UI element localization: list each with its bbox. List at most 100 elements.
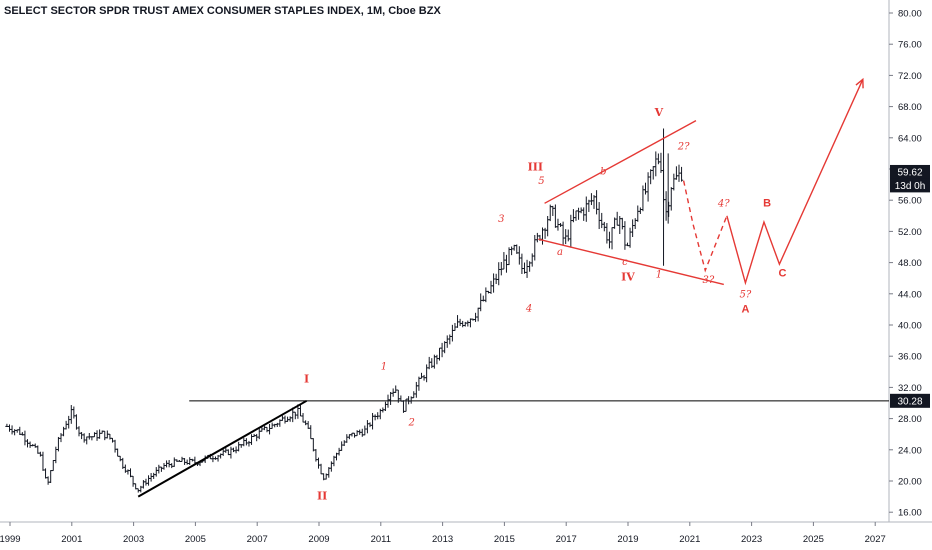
price-bar	[582, 207, 586, 221]
trendline[interactable]	[137, 399, 308, 498]
price-bar	[561, 221, 565, 246]
price-bar	[553, 204, 557, 228]
price-bar	[425, 364, 429, 383]
price-bar	[231, 447, 236, 453]
price-bar	[574, 210, 578, 221]
wave-label-major: V	[654, 106, 664, 119]
price-bar	[249, 434, 254, 445]
wave-label-major: III	[528, 161, 543, 174]
wave-label-abc: B	[763, 197, 771, 209]
price-bar	[445, 335, 449, 348]
price-bar	[569, 214, 573, 248]
price-bar	[654, 151, 658, 177]
price-bar	[82, 433, 86, 443]
price-bar	[419, 372, 424, 379]
price-tag: 13d 0h	[890, 178, 930, 193]
price-bar	[394, 385, 398, 393]
price-bar	[450, 324, 454, 342]
price-bar	[38, 451, 42, 457]
wave-label-minor: 2?	[677, 142, 690, 153]
price-bar	[468, 318, 473, 328]
price-bar	[587, 199, 591, 212]
price-bar	[61, 426, 66, 437]
price-bar	[7, 424, 12, 432]
price-bar	[164, 460, 169, 468]
price-bar	[167, 460, 171, 468]
price-bar	[98, 429, 102, 439]
price-tag-bg	[890, 393, 930, 408]
price-bar	[633, 218, 637, 229]
y-tick-label: 72.00	[898, 71, 922, 82]
y-tick-label: 48.00	[898, 258, 922, 269]
projection-solid-path[interactable]	[726, 79, 864, 286]
y-tick-label: 40.00	[898, 321, 922, 332]
trendline[interactable]	[538, 238, 724, 286]
price-bar	[370, 412, 375, 430]
price-bar	[615, 211, 619, 226]
price-bar	[597, 202, 601, 230]
price-bar	[600, 212, 604, 229]
price-bar	[237, 441, 241, 452]
price-bar	[466, 320, 470, 327]
price-bar	[530, 253, 534, 267]
x-tick-label: 2005	[185, 534, 206, 545]
price-bar	[659, 152, 663, 173]
price-bar	[157, 464, 161, 474]
price-bar	[672, 173, 676, 191]
x-tick-label: 2023	[741, 534, 762, 545]
x-tick-label: 2013	[432, 534, 453, 545]
price-bar	[543, 227, 547, 239]
price-bar	[229, 446, 233, 459]
price-bar	[149, 473, 153, 482]
trendline[interactable]	[544, 120, 697, 204]
wave-label-abc: C	[779, 268, 787, 280]
price-bar	[85, 436, 89, 445]
price-bar	[311, 438, 315, 452]
x-tick-label: 2025	[803, 534, 824, 545]
price-bar	[667, 201, 671, 217]
wave-label-minor: b	[600, 166, 606, 177]
price-tag-label: 30.28	[897, 396, 922, 407]
price-bar	[497, 262, 501, 286]
price-bar	[407, 396, 411, 405]
price-bar	[87, 432, 91, 440]
wave-label-major: II	[317, 490, 327, 503]
y-tick-label: 24.00	[898, 445, 922, 456]
x-tick-label: 2027	[865, 534, 886, 545]
price-bar	[355, 430, 359, 437]
price-bar	[631, 219, 635, 237]
price-bar	[64, 420, 68, 430]
price-bar	[461, 320, 465, 328]
wave-label-minor: 5?	[740, 290, 752, 301]
price-bar	[525, 259, 529, 278]
price-bar	[265, 426, 269, 433]
price-bar	[479, 293, 483, 312]
price-bar	[566, 229, 570, 242]
price-bar	[162, 463, 166, 470]
price-bar	[491, 273, 496, 293]
price-bar	[131, 475, 135, 487]
price-bar	[638, 207, 642, 214]
price-bar	[244, 438, 248, 446]
price-bar	[188, 457, 192, 466]
price-bar	[103, 430, 107, 441]
wave-label-minor: c	[622, 257, 628, 268]
price-bar	[571, 209, 576, 223]
price-bar	[319, 463, 323, 475]
y-tick-label: 56.00	[898, 196, 922, 207]
projection-dashed-path[interactable]	[682, 180, 728, 273]
price-bar	[43, 468, 48, 479]
price-bar	[59, 433, 63, 443]
x-tick-label: 2001	[61, 534, 82, 545]
wave-label-major: IV	[621, 271, 635, 284]
price-bar	[72, 406, 76, 419]
x-tick-label: 2019	[617, 534, 638, 545]
price-bar	[267, 423, 272, 435]
y-tick-label: 52.00	[898, 227, 922, 238]
price-bar	[535, 232, 539, 243]
y-tick-label: 32.00	[898, 383, 922, 394]
wave-label-abc: A	[741, 304, 749, 316]
y-tick-label: 44.00	[898, 289, 922, 300]
price-bar	[594, 190, 599, 215]
